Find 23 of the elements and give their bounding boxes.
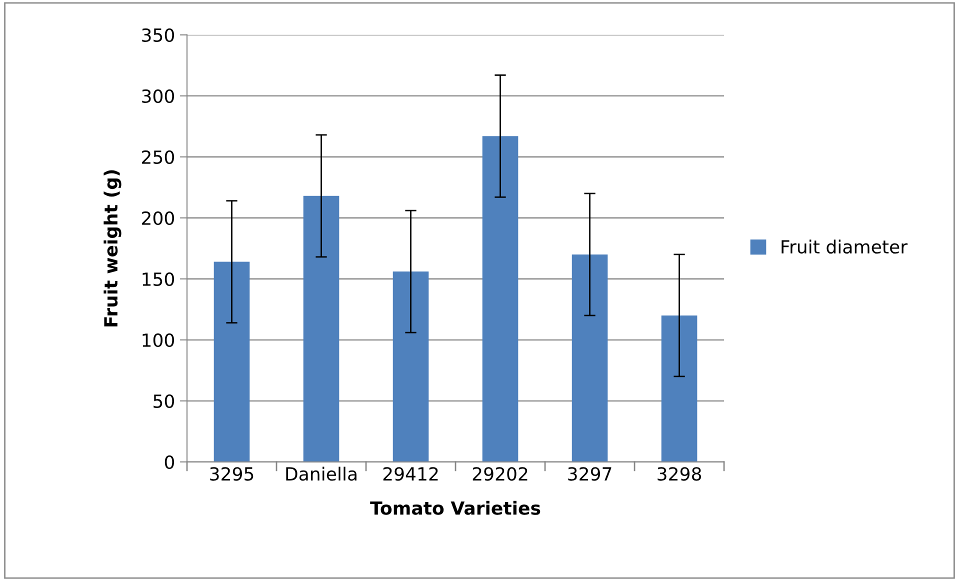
bar [214,262,250,462]
y-tick-label: 200 [142,211,174,225]
legend-label: Fruit diameter [782,240,908,254]
y-tick-label: 0 [164,455,174,470]
y-tick-label: 100 [142,333,174,347]
y-tick-label: 150 [142,272,174,286]
y-axis-title: Fruit weight (g) [104,170,122,326]
y-tick-label: 350 [142,28,174,42]
y-tick-label: 300 [142,89,174,103]
bar [392,272,429,462]
bar [482,136,518,462]
bar [303,196,340,462]
y-tick-label: 250 [142,150,174,164]
x-tick-label: 3298 [658,467,702,481]
y-tick-label: 50 [154,394,174,408]
x-tick-label: 29412 [383,467,438,481]
x-tick-label: Daniella [286,466,356,481]
x-tick-label: 29202 [472,467,528,481]
bar [572,254,608,462]
bar [661,315,698,462]
x-tick-label: 3297 [568,467,612,481]
x-tick-label: 3295 [210,467,254,481]
x-axis-title: Tomato Varieties [370,500,540,515]
